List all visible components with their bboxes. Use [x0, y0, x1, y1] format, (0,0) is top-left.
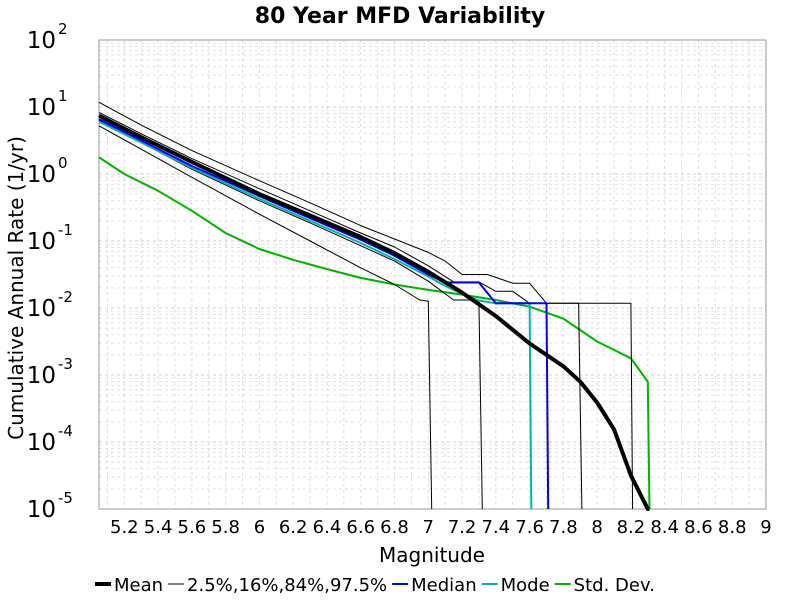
x-tick-label: 8.4: [650, 517, 679, 538]
x-tick-label: 5.8: [211, 517, 240, 538]
x-tick-label: 6.4: [313, 517, 342, 538]
legend-label: Mode: [501, 575, 550, 596]
y-tick-exponent: -2: [58, 288, 73, 306]
x-tick-label: 6.2: [279, 517, 308, 538]
y-tick-base: 10: [27, 363, 56, 389]
plot-frame: [98, 39, 767, 510]
y-tick-base: 10: [27, 229, 56, 255]
x-axis-label: Magnitude: [379, 543, 485, 567]
y-tick-base: 10: [27, 296, 56, 322]
x-tick-label: 8.2: [617, 517, 646, 538]
y-tick-exponent: 1: [58, 87, 68, 105]
x-tick-label: 5.4: [144, 517, 173, 538]
x-tick-label: 7.6: [515, 517, 544, 538]
x-tick-label: 6.8: [380, 517, 409, 538]
chart-title: 80 Year MFD Variability: [255, 4, 545, 29]
x-tick-label: 8.6: [684, 517, 713, 538]
y-tick-base: 10: [27, 162, 56, 188]
y-tick-exponent: 0: [58, 154, 68, 172]
x-tick-label: 8: [591, 517, 602, 538]
y-tick-exponent: -5: [58, 489, 73, 507]
series-mode: [98, 120, 533, 510]
y-tick-exponent: -4: [58, 422, 73, 440]
series-97-5: [98, 101, 634, 510]
legend-item-3: Mode: [481, 575, 550, 596]
x-tick-labels: 5.2 5.4 5.6 5.8 6 6.2 6.4 6.6 6.8 7 7.2 7.4 7.6 7.8 8 8…: [110, 517, 772, 538]
y-tick-label: 10 -1: [27, 221, 73, 255]
legend-item-0: Mean: [95, 575, 163, 596]
legend-label: Median: [411, 575, 476, 596]
y-tick-label: 10 -3: [27, 355, 73, 389]
y-tick-base: 10: [27, 497, 56, 523]
legend-label: Std. Dev.: [574, 575, 655, 596]
y-tick-label: 10 2: [27, 20, 68, 54]
y-tick-base: 10: [27, 28, 56, 54]
y-axis-label: Cumulative Annual Rate (1/yr): [4, 136, 28, 440]
y-tick-label: 10 -5: [27, 489, 73, 523]
x-tick-label: 9: [760, 517, 771, 538]
legend-item-1: 2.5%,16%,84%,97.5%: [168, 575, 387, 596]
grid: [99, 40, 767, 510]
x-tick-label: 6.6: [346, 517, 375, 538]
legend: Mean 2.5%,16%,84%,97.5% Median Mode Std. Dev…: [95, 575, 655, 596]
x-tick-label: 6: [254, 517, 265, 538]
x-tick-label: 7: [423, 517, 434, 538]
series-2-5: [98, 125, 433, 510]
x-tick-label: 8.8: [718, 517, 747, 538]
legend-item-4: Std. Dev.: [554, 575, 655, 596]
y-tick-label: 10 1: [27, 87, 68, 121]
x-tick-label: 5.2: [110, 517, 139, 538]
legend-label: Mean: [114, 575, 163, 596]
legend-item-2: Median: [392, 575, 477, 596]
y-tick-exponent: -3: [58, 355, 73, 373]
y-tick-base: 10: [27, 430, 56, 456]
series-mean: [98, 113, 650, 511]
x-tick-label: 7.4: [482, 517, 511, 538]
series-std-dev: [98, 156, 651, 510]
x-tick-label: 7.8: [549, 517, 578, 538]
y-tick-base: 10: [27, 95, 56, 121]
legend-label: 2.5%,16%,84%,97.5%: [187, 575, 387, 596]
y-tick-exponent: 2: [58, 20, 68, 38]
y-tick-label: 10 0: [27, 154, 68, 188]
x-tick-label: 5.6: [178, 517, 207, 538]
y-tick-label: 10 -2: [27, 288, 73, 322]
y-tick-exponent: -1: [58, 221, 73, 239]
series-layer: [98, 101, 651, 511]
y-tick-label: 10 -4: [27, 422, 73, 456]
x-tick-label: 7.2: [448, 517, 477, 538]
